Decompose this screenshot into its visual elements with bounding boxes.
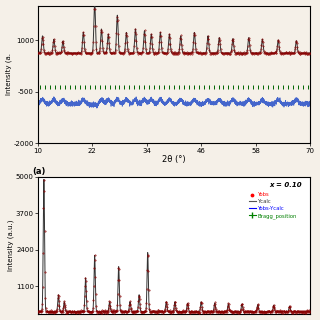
Y-axis label: Intensity (a.: Intensity (a. (5, 53, 12, 95)
Legend: Yobs, Ycalc, Yobs-Ycalc, Bragg_position: Yobs, Ycalc, Yobs-Ycalc, Bragg_position (247, 190, 299, 221)
Text: (a): (a) (33, 167, 46, 176)
X-axis label: 2θ (°): 2θ (°) (162, 155, 186, 164)
Y-axis label: Intensity (a.u.): Intensity (a.u.) (8, 220, 14, 271)
Text: x = 0.10: x = 0.10 (269, 182, 302, 188)
